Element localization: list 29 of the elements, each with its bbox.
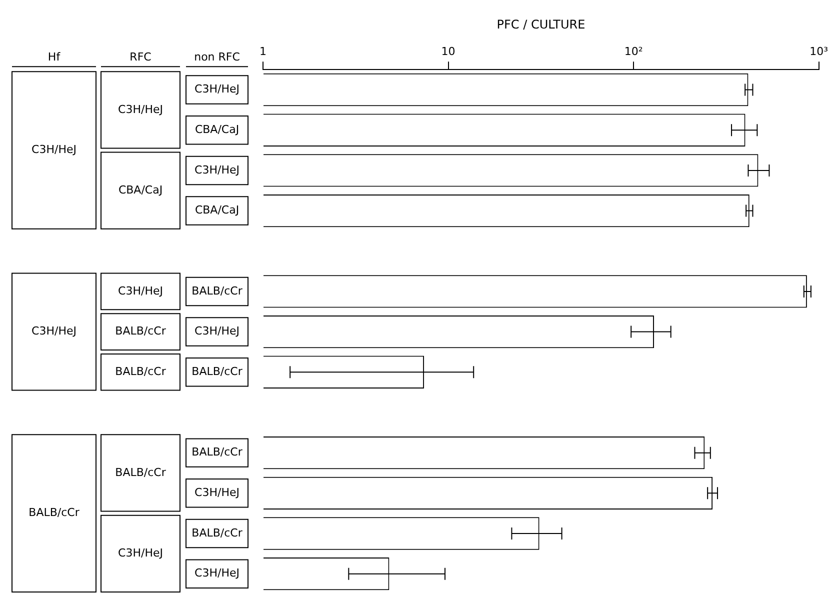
text: non RFC — [194, 50, 240, 64]
y-tick-label: C3H/HeJ — [194, 566, 240, 580]
y-tick-label: BALB/cCr — [192, 526, 243, 540]
text: Hf — [48, 50, 62, 64]
text: BALB/cCr — [115, 365, 166, 378]
x-tick-label: 10 — [441, 44, 456, 58]
text: BALB/cCr — [115, 324, 166, 338]
text: C3H/HeJ — [118, 546, 163, 560]
y-tick-label: C3H/HeJ — [194, 82, 240, 96]
y-tick-label: C3H/HeJ — [194, 324, 240, 338]
x-tick-label: 10² — [624, 44, 643, 58]
y-tick-label: BALB/cCr — [192, 284, 243, 298]
text: C3H/HeJ — [32, 143, 76, 156]
y-tick-label: C3H/HeJ — [194, 163, 240, 176]
y-tick-label: BALB/cCr — [192, 446, 243, 459]
y-tick-label: BALB/cCr — [192, 365, 243, 378]
chart-title: PFC / CULTURE — [496, 17, 586, 32]
x-tick-label: 1 — [260, 44, 266, 58]
text: C3H/HeJ — [118, 102, 163, 116]
y-tick-label: CBA/CaJ — [194, 204, 240, 217]
text: BALB/cCr — [28, 506, 80, 520]
text: C3H/HeJ — [32, 324, 76, 338]
text: CBA/CaJ — [118, 183, 163, 196]
x-tick-label: 10³ — [810, 44, 828, 58]
text: RFC — [130, 50, 152, 64]
y-tick-label: CBA/CaJ — [194, 122, 240, 136]
y-tick-label: C3H/HeJ — [194, 486, 240, 500]
text: BALB/cCr — [115, 466, 166, 479]
text: C3H/HeJ — [118, 284, 163, 298]
